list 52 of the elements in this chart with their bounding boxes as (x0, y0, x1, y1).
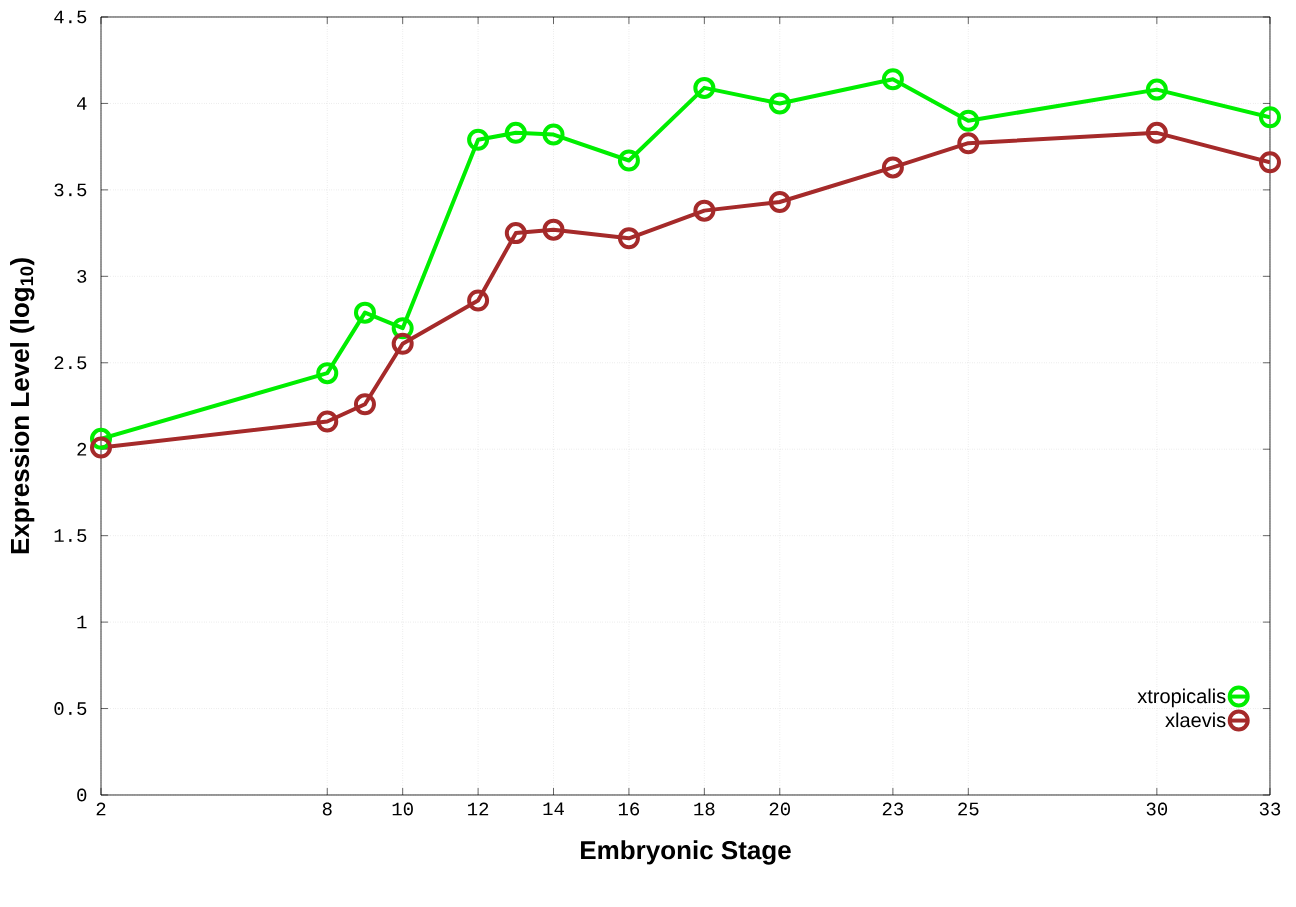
y-tick-label: 4.5 (54, 10, 87, 24)
y-tick-label: 1 (77, 615, 87, 629)
y-tick-label: 0.5 (54, 702, 87, 715)
point (881, 68, 904, 91)
point (617, 227, 640, 250)
y-tick-label: 1.5 (54, 529, 87, 543)
point (1258, 106, 1281, 129)
point (957, 109, 980, 132)
x-tick-label: 20 (769, 802, 790, 816)
point (693, 76, 716, 99)
legend-label: xlaevis (1165, 712, 1226, 728)
x-tick-label: 33 (1259, 802, 1281, 816)
point (1258, 151, 1281, 174)
point (504, 121, 527, 144)
point (467, 289, 490, 312)
point (881, 156, 904, 179)
point (768, 92, 791, 115)
point (542, 218, 565, 241)
x-axis-title: Embryonic Stage (581, 840, 791, 865)
y-tick-label: 4 (77, 97, 87, 110)
x-tick-label: 18 (694, 802, 715, 816)
y-tick-label: 2.5 (54, 356, 87, 370)
point (1145, 121, 1168, 144)
x-tick-label: 14 (543, 802, 564, 816)
x-tick-label: 25 (958, 802, 979, 816)
point (1145, 78, 1168, 101)
point (957, 132, 980, 155)
x-tick-label: 30 (1146, 802, 1168, 816)
point (768, 190, 791, 213)
point (353, 393, 376, 416)
x-tick-label: 8 (322, 802, 332, 816)
x-tick-label: 10 (392, 802, 413, 816)
y-tick-label: 2 (77, 442, 87, 456)
point (504, 222, 527, 245)
point (617, 149, 640, 172)
point (90, 436, 112, 459)
legend-label: xtropicalis (1137, 688, 1226, 708)
point (542, 123, 565, 146)
x-tick-label: 2 (96, 802, 106, 816)
point (316, 362, 339, 385)
y-tick-label: 0 (77, 788, 87, 802)
y-tick-label: 3 (77, 269, 87, 283)
point (693, 199, 716, 222)
x-tick-label: 16 (618, 802, 640, 816)
point (316, 410, 339, 433)
y-tick-label: 3.5 (54, 183, 87, 197)
y-axis-title: Expression Level (log$_{10}$) (10, 258, 35, 554)
point (353, 301, 376, 324)
point (467, 128, 490, 151)
point (391, 332, 414, 355)
x-tick-label: 23 (882, 802, 904, 816)
x-tick-label: 12 (468, 802, 489, 816)
